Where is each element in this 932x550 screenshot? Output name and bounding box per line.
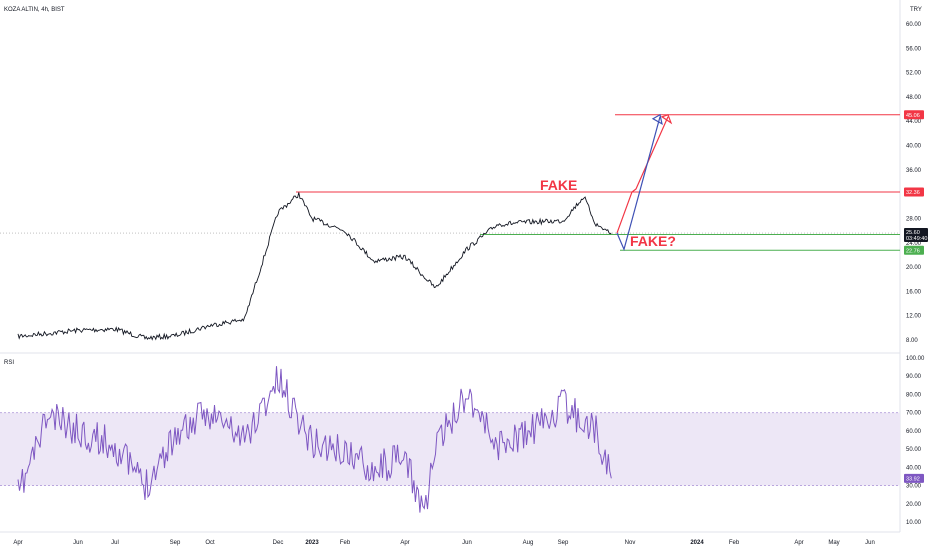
rsi-tick-label: 60.00: [906, 429, 922, 435]
fake-annotation: FAKE: [540, 177, 577, 193]
price-tick-label: 12.00: [906, 314, 922, 320]
price-tick-label: 20.00: [906, 265, 922, 271]
rsi-title: RSI: [4, 360, 14, 366]
price-axis-ticks: 60.00 56.00 52.00 48.00 44.00 40.00 36.00 28.00…: [906, 22, 922, 344]
time-tick-label: Sep: [558, 540, 569, 546]
level-badge-bg: [904, 187, 924, 197]
rsi-tick-label: 50.00: [906, 447, 922, 453]
rsi-tick-label: 90.00: [906, 374, 922, 380]
rsi-tick-label: 20.00: [906, 502, 922, 508]
level-badge-bg: [904, 245, 924, 255]
countdown-badge: 03:49:40: [906, 236, 927, 242]
price-tick-label: 24.00: [906, 241, 922, 247]
time-tick-label: Jun: [865, 540, 875, 546]
price-tick-label: 28.00: [906, 217, 922, 223]
level-badge: 32.36: [906, 190, 920, 196]
price-tick-label: 52.00: [906, 71, 922, 77]
rsi-tick-label: 40.00: [906, 465, 922, 471]
time-tick-label: Aug: [523, 540, 534, 546]
price-tick-label: 16.00: [906, 289, 922, 295]
price-tick-label: 36.00: [906, 168, 922, 174]
rsi-tick-label: 80.00: [906, 392, 922, 398]
time-tick-label: Jun: [73, 540, 83, 546]
forecast-fake-path[interactable]: [616, 116, 661, 252]
time-axis-ticks: Apr Jun Jul Sep Oct Dec 2023 Feb Apr Jun Aug Sep Nov…: [13, 540, 875, 546]
rsi-value-badge: 33.92: [906, 476, 920, 482]
current-price-badge-bg: [904, 228, 928, 242]
price-tick-label: 48.00: [906, 95, 922, 101]
chart-title: KOZA ALTIN, 4h, BIST: [4, 7, 65, 13]
price-tick-label: 60.00: [906, 22, 922, 28]
currency-label: TRY: [910, 7, 922, 13]
rsi-tick-label: 10.00: [906, 520, 922, 526]
rsi-series-line: [17, 366, 612, 513]
rsi-tick-label: 70.00: [906, 411, 922, 417]
level-badge-bg: [904, 110, 924, 120]
time-tick-label: Jun: [462, 540, 472, 546]
time-tick-label: Apr: [13, 540, 22, 546]
forecast-fake-arrowhead: [651, 113, 663, 125]
price-tick-label: 40.00: [906, 144, 922, 150]
forecast-up-path[interactable]: [616, 116, 669, 234]
time-tick-label: May: [828, 540, 839, 546]
time-tick-label: Sep: [170, 540, 181, 546]
price-tick-label: 8.00: [906, 338, 918, 344]
time-tick-label: Feb: [340, 540, 351, 546]
rsi-tick-label: 30.00: [906, 484, 922, 490]
time-tick-label: Jul: [111, 540, 119, 546]
time-tick-label: Apr: [794, 540, 803, 546]
time-tick-label: Oct: [205, 540, 215, 546]
current-price-badge: 25.60: [906, 230, 920, 236]
price-series-line: [17, 192, 612, 341]
forecast-up-arrowhead: [660, 114, 673, 125]
time-tick-label: Nov: [625, 540, 636, 546]
rsi-value-badge-bg: [904, 473, 924, 483]
level-badge: 22.76: [906, 248, 920, 254]
rsi-tick-label: 100.00: [906, 356, 925, 362]
time-tick-label: 2023: [305, 540, 319, 546]
time-tick-label: Feb: [729, 540, 740, 546]
time-tick-label: 2024: [690, 540, 704, 546]
fake-question-annotation: FAKE?: [630, 233, 676, 249]
time-tick-label: Apr: [400, 540, 409, 546]
level-badge: 45.06: [906, 113, 920, 119]
price-tick-label: 56.00: [906, 46, 922, 52]
rsi-axis-ticks: 100.00 90.00 80.00 70.00 60.00 50.00 40.00 30.0…: [906, 356, 925, 526]
price-tick-label: 44.00: [906, 119, 922, 125]
time-tick-label: Dec: [273, 540, 284, 546]
